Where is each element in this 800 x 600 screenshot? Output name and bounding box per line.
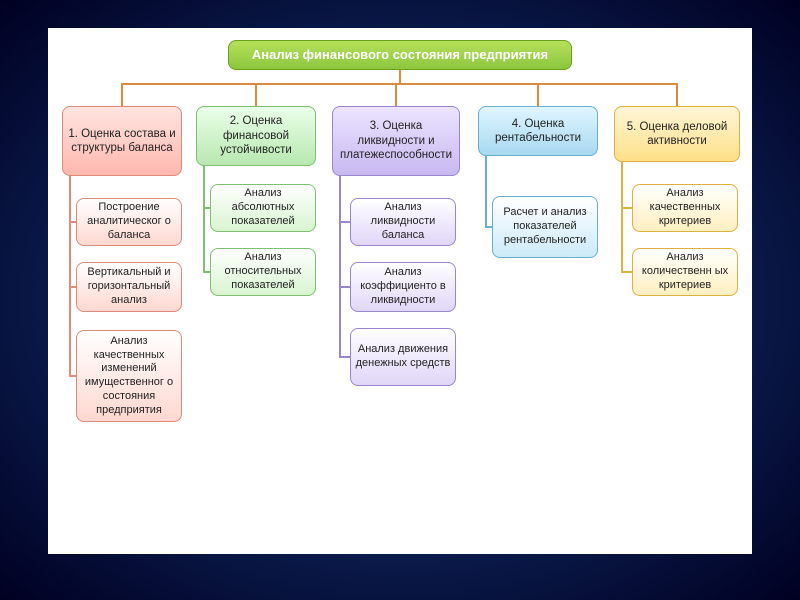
branch-node-1: 1. Оценка состава и структуры баланса [62, 106, 182, 176]
root-node: Анализ финансового состояния предприятия [228, 40, 572, 70]
branch-node-3: 3. Оценка ликвидности и платежеспособнос… [332, 106, 460, 176]
leaf-node-1-2: Вертикальный и горизонтальный анализ [76, 262, 182, 312]
leaf-node-5-2: Анализ количественн ых критериев [632, 248, 738, 296]
diagram-canvas: Анализ финансового состояния предприятия… [48, 28, 752, 554]
leaf-node-3-2: Анализ коэффициенто в ликвидности [350, 262, 456, 312]
leaf-node-2-1: Анализ абсолютных показателей [210, 184, 316, 232]
leaf-node-1-1: Построение аналитическог о баланса [76, 198, 182, 246]
leaf-node-2-2: Анализ относительных показателей [210, 248, 316, 296]
branch-node-2: 2. Оценка финансовой устойчивости [196, 106, 316, 166]
leaf-node-4-1: Расчет и анализ показателей рентабельнос… [492, 196, 598, 258]
leaf-node-1-3: Анализ качественных изменений имуществен… [76, 330, 182, 422]
branch-node-5: 5. Оценка деловой активности [614, 106, 740, 162]
branch-node-4: 4. Оценка рентабельности [478, 106, 598, 156]
leaf-node-5-1: Анализ качественных критериев [632, 184, 738, 232]
leaf-node-3-3: Анализ движения денежных средств [350, 328, 456, 386]
leaf-node-3-1: Анализ ликвидности баланса [350, 198, 456, 246]
